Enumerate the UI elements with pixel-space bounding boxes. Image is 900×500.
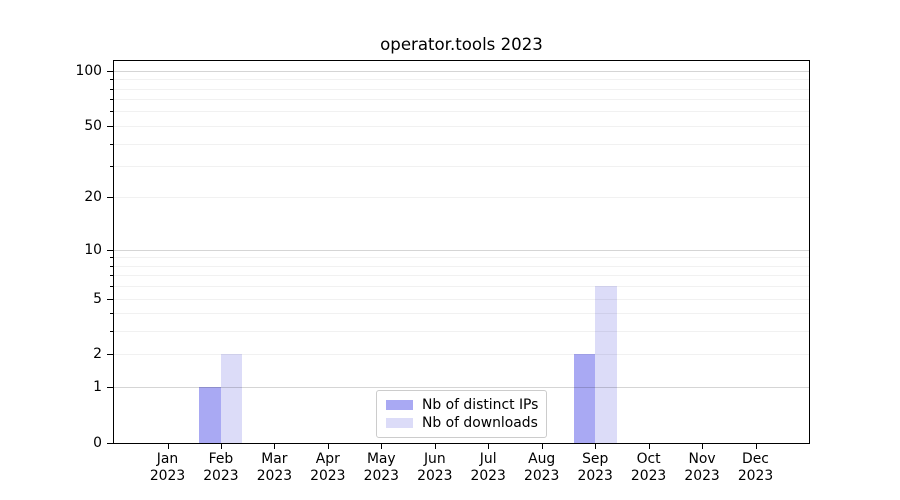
y-tick-minor xyxy=(110,331,113,333)
bar-distinct-ips-sep xyxy=(573,354,596,443)
x-tick-label: Dec 2023 xyxy=(737,451,774,484)
y-tick-minor xyxy=(110,88,113,90)
y-tick xyxy=(107,443,113,444)
y-tick-label: 50 xyxy=(84,117,102,134)
x-tick-label: Jun 2023 xyxy=(417,451,453,484)
legend-row-downloads: Nb of downloads xyxy=(386,414,538,432)
bar-downloads-feb xyxy=(220,354,243,443)
y-tick-minor xyxy=(110,286,113,288)
x-tick xyxy=(434,444,436,449)
gridline-major xyxy=(114,70,809,72)
x-tick xyxy=(702,444,704,449)
legend-label-distinct-ips: Nb of distinct IPs xyxy=(422,397,539,413)
x-tick-label: Sep 2023 xyxy=(577,451,613,484)
gridline-minor xyxy=(114,257,809,259)
x-tick xyxy=(755,444,757,449)
y-tick-minor xyxy=(110,99,113,101)
x-tick-label: Apr 2023 xyxy=(310,451,346,484)
bar-distinct-ips-feb xyxy=(199,387,221,443)
x-tick-label: Jan 2023 xyxy=(149,451,186,484)
y-tick-label: 1 xyxy=(93,379,102,396)
y-tick xyxy=(107,125,113,127)
gridline-minor xyxy=(114,88,809,90)
y-tick xyxy=(107,70,113,72)
y-tick-label: 10 xyxy=(84,241,102,258)
legend-swatch-downloads xyxy=(386,417,413,429)
chart-title: operator.tools 2023 xyxy=(380,35,543,54)
gridline-minor xyxy=(114,298,809,300)
gridline-minor xyxy=(114,275,809,277)
legend-label-downloads: Nb of downloads xyxy=(422,415,538,431)
gridline-minor xyxy=(114,354,809,356)
gridline-minor xyxy=(114,125,809,127)
y-tick-minor xyxy=(110,265,113,267)
y-tick-minor xyxy=(110,257,113,259)
gridline-minor xyxy=(114,143,809,145)
x-tick-label: Jul 2023 xyxy=(470,451,506,484)
y-tick-label: 20 xyxy=(84,189,102,206)
x-tick-label: Nov 2023 xyxy=(684,451,720,484)
gridline-minor xyxy=(114,99,809,101)
x-tick xyxy=(541,444,543,449)
x-tick-label: Aug 2023 xyxy=(524,451,560,484)
x-tick xyxy=(220,444,222,449)
gridline-major xyxy=(114,249,809,251)
gridline-minor xyxy=(114,79,809,81)
y-tick-label: 5 xyxy=(93,290,102,307)
x-tick xyxy=(595,444,597,449)
bar-downloads-sep xyxy=(595,286,617,443)
x-tick xyxy=(327,444,329,449)
x-tick xyxy=(648,444,650,449)
x-tick-label: May 2023 xyxy=(363,451,399,484)
y-tick-minor xyxy=(110,111,113,113)
gridline-minor xyxy=(114,197,809,199)
y-tick xyxy=(107,249,113,251)
gridline-minor xyxy=(114,166,809,167)
x-tick-label: Oct 2023 xyxy=(630,451,667,484)
y-tick-label: 0 xyxy=(93,435,102,451)
legend: Nb of distinct IPs Nb of downloads xyxy=(376,390,547,438)
y-tick-minor xyxy=(110,275,113,277)
y-tick-label: 100 xyxy=(75,62,102,79)
y-tick-minor xyxy=(110,166,113,167)
gridline-minor xyxy=(114,286,809,288)
plot-area xyxy=(113,60,810,444)
x-tick xyxy=(274,444,276,449)
gridline-minor xyxy=(114,265,809,267)
x-tick xyxy=(381,444,383,449)
x-tick xyxy=(488,444,490,449)
x-tick xyxy=(167,444,169,449)
y-tick-minor xyxy=(110,79,113,81)
gridline-minor xyxy=(114,111,809,113)
legend-row-distinct-ips: Nb of distinct IPs xyxy=(386,396,539,414)
y-tick-label: 2 xyxy=(93,346,102,363)
gridline-minor xyxy=(114,331,809,333)
y-tick-minor xyxy=(110,143,113,145)
x-tick-label: Feb 2023 xyxy=(203,451,239,484)
gridline-minor xyxy=(114,313,809,315)
y-tick xyxy=(107,197,113,199)
y-tick xyxy=(107,354,113,356)
y-tick-minor xyxy=(110,313,113,315)
legend-swatch-distinct-ips xyxy=(386,399,413,411)
y-tick xyxy=(107,298,113,300)
x-tick-label: Mar 2023 xyxy=(256,451,293,484)
gridline-major xyxy=(114,387,809,389)
y-tick xyxy=(107,387,113,389)
